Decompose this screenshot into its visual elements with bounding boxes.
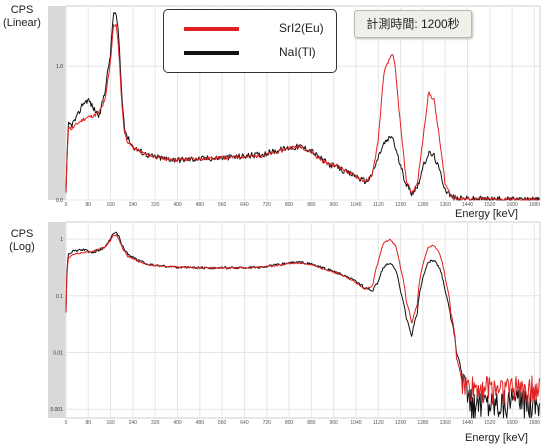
legend-item-nai: NaI(Tl) — [164, 43, 336, 63]
top-ylabel-line2: (Linear) — [3, 17, 41, 29]
top-x-tick-label: 1120 — [373, 202, 384, 208]
top-x-tick-label: 720 — [263, 202, 272, 208]
top-x-tick-label: 400 — [173, 202, 182, 208]
bottom-x-tick-label: 320 — [151, 420, 160, 426]
top-y-tick-label: 1.0 — [56, 64, 63, 70]
legend-swatch-nai — [184, 51, 239, 55]
top-x-tick-label: 0 — [65, 202, 68, 208]
bottom-plot-area — [65, 221, 541, 419]
bottom-y-tick-label: 0.01 — [53, 351, 63, 357]
bottom-x-tick-label: 880 — [307, 420, 316, 426]
bottom-x-tick-label: 1440 — [462, 420, 473, 426]
top-ylabel-line1: CPS — [10, 4, 34, 16]
top-x-tick-label: 160 — [106, 202, 115, 208]
bottom-x-tick-label: 480 — [196, 420, 205, 426]
top-series-line-sri2 — [65, 23, 540, 201]
top-x-tick-label: 1520 — [484, 202, 495, 208]
bottom-y-tick-label: 0.1 — [56, 294, 63, 300]
bottom-x-tick-label: 1680 — [529, 420, 540, 426]
top-y-tick-label: 0.0 — [56, 198, 63, 204]
top-x-tick-label: 1600 — [507, 202, 518, 208]
bottom-x-tick-label: 0 — [65, 420, 68, 426]
bottom-y-tick-label: 1 — [60, 237, 63, 243]
bottom-x-tick-label: 720 — [263, 420, 272, 426]
legend-label-nai: NaI(Tl) — [279, 45, 316, 59]
bottom-x-tick-label: 1280 — [417, 420, 428, 426]
top-x-tick-label: 560 — [218, 202, 227, 208]
bottom-x-tick-label: 1520 — [484, 420, 495, 426]
bottom-x-tick-label: 400 — [173, 420, 182, 426]
bottom-series-line-sri2 — [65, 234, 540, 407]
legend-label-sri2: SrI2(Eu) — [279, 21, 324, 35]
bottom-x-tick-label: 1120 — [373, 420, 384, 426]
top-x-tick-label: 1280 — [417, 202, 428, 208]
bottom-x-tick-label: 160 — [106, 420, 115, 426]
bottom-x-tick-label: 560 — [218, 420, 227, 426]
bottom-x-tick-label: 240 — [129, 420, 138, 426]
bottom-x-tick-label: 80 — [86, 420, 92, 426]
measurement-time-box: 計測時間: 1200秒 — [354, 10, 472, 38]
bottom-x-tick-label: 1360 — [440, 420, 451, 426]
top-x-tick-label: 320 — [151, 202, 160, 208]
bottom-x-tick-label: 800 — [285, 420, 294, 426]
bottom-x-tick-label: 1040 — [350, 420, 361, 426]
chart-legend: SrI2(Eu) NaI(Tl) — [163, 9, 337, 73]
bottom-x-tick-label: 1600 — [507, 420, 518, 426]
bottom-x-tick-label: 1200 — [395, 420, 406, 426]
bottom-x-tick-label: 640 — [240, 420, 249, 426]
top-x-tick-label: 1680 — [529, 202, 540, 208]
bottom-y-tick-label: 0.001 — [50, 407, 63, 413]
top-x-tick-label: 1360 — [440, 202, 451, 208]
top-x-tick-label: 880 — [307, 202, 316, 208]
top-x-tick-label: 1200 — [395, 202, 406, 208]
top-x-tick-label: 1440 — [462, 202, 473, 208]
bottom-ylabel-line2: (Log) — [9, 241, 35, 253]
top-x-tick-label: 800 — [285, 202, 294, 208]
top-x-tick-label: 960 — [329, 202, 338, 208]
top-x-tick-label: 1040 — [350, 202, 361, 208]
bottom-chart-x-axis-label: Energy [keV] — [465, 432, 528, 444]
top-x-tick-label: 240 — [129, 202, 138, 208]
bottom-x-tick-label: 960 — [329, 420, 338, 426]
top-x-tick-label: 640 — [240, 202, 249, 208]
legend-swatch-sri2 — [184, 27, 239, 31]
bottom-y-axis-band — [48, 222, 66, 418]
top-chart-y-axis-label: CPS (Linear) — [0, 4, 44, 30]
top-x-tick-label: 80 — [86, 202, 92, 208]
bottom-ylabel-line1: CPS — [10, 228, 34, 240]
bottom-chart-y-axis-label: CPS (Log) — [0, 228, 44, 254]
top-y-axis-band — [48, 6, 66, 200]
top-x-tick-label: 480 — [196, 202, 205, 208]
legend-item-sri2: SrI2(Eu) — [164, 19, 336, 39]
top-chart-x-axis-label: Energy [keV] — [455, 208, 518, 220]
